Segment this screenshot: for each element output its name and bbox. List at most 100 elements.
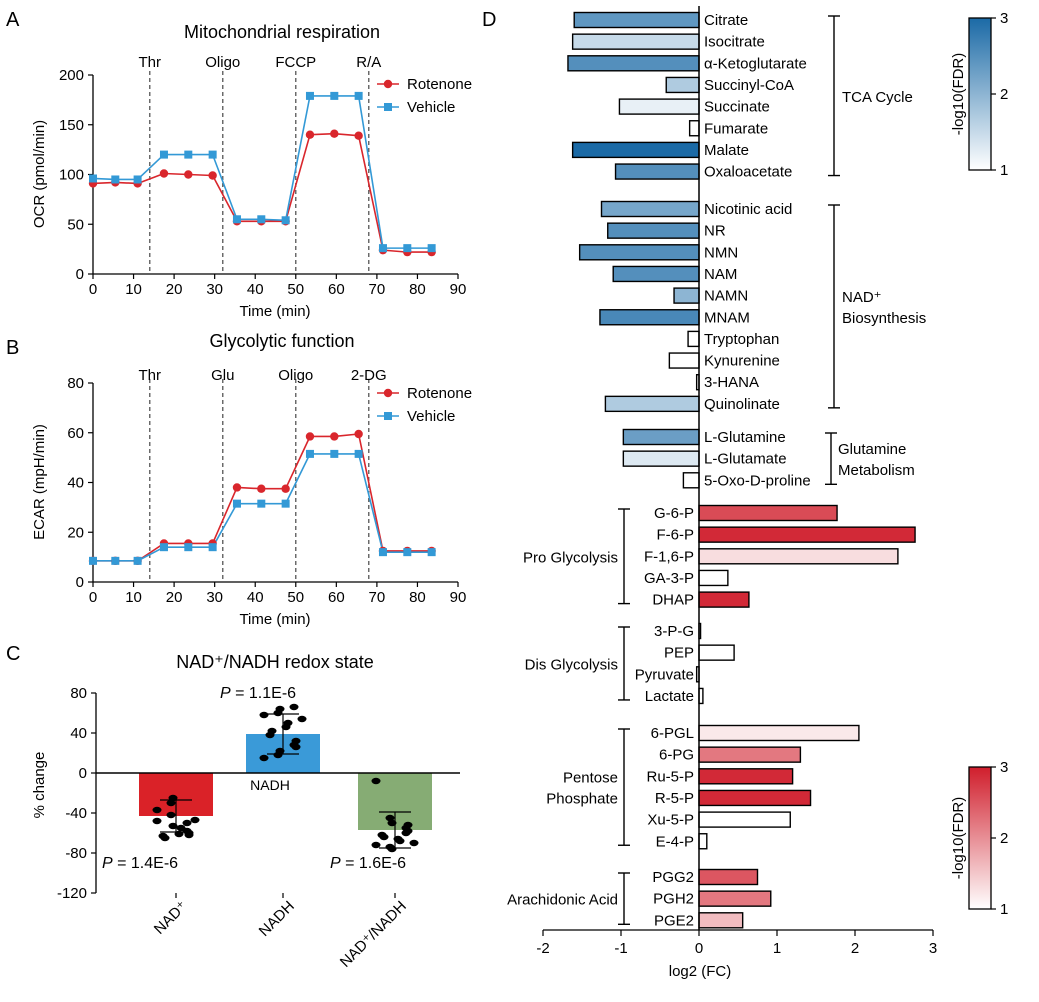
data-point [174, 830, 184, 838]
y-tick-label: 40 [67, 475, 84, 492]
p-value-label: P = 1.6E-6 [330, 855, 406, 872]
group-label: Pro Glycolysis [523, 549, 618, 566]
legend-rotenone-marker [383, 388, 393, 398]
x-tick-label: 70 [369, 281, 386, 298]
metabolite-label: Isocitrate [704, 34, 765, 51]
data-point [176, 824, 186, 832]
group-label: Glutamine [838, 441, 906, 458]
category-label: NADH [256, 898, 298, 940]
metabolite-bar [698, 746, 802, 763]
y-tick-label: 100 [59, 167, 84, 184]
metabolite-label: α-Ketoglutarate [704, 55, 807, 72]
data-point [291, 743, 301, 751]
x-tick-label: 80 [409, 281, 426, 298]
legend-vehicle-label: Vehicle [407, 408, 455, 425]
metabolite-bar [573, 11, 700, 29]
data-point [379, 833, 389, 841]
metabolite-label: MNAM [704, 309, 750, 326]
data-point [297, 715, 307, 723]
x-tick-label: 0 [89, 589, 97, 606]
chart-a-ylabel: OCR (pmol/min) [31, 120, 48, 228]
metabolite-bar [698, 890, 772, 907]
x-tick-label: 0 [89, 281, 97, 298]
metabolite-label: GA-3-P [644, 570, 694, 587]
series-rotenone-segment [137, 172, 165, 185]
chart-b-ylabel: ECAR (mpH/min) [31, 424, 48, 540]
series-vehicle-point [133, 175, 142, 184]
data-point [289, 703, 299, 711]
x-tick-label: 70 [369, 589, 386, 606]
data-point [168, 794, 178, 802]
chart-c-bar-inside-label: NADH [250, 777, 290, 793]
x-tick-label: 20 [166, 281, 183, 298]
metabolite-bar [578, 244, 700, 261]
series-vehicle-point [133, 556, 142, 565]
chart-c-ylabel: % change [31, 752, 48, 819]
metabolite-bar [668, 352, 700, 369]
chart-c-title: NAD⁺/NADH redox state [176, 652, 374, 672]
series-vehicle-point [232, 215, 241, 224]
data-point [401, 829, 411, 837]
colorbar-blue [968, 17, 992, 171]
metabolite-label: Oxaloacetate [704, 164, 792, 181]
data-point [259, 754, 269, 762]
metabolite-bar [698, 912, 744, 929]
colorbar-tick-label: 3 [1000, 10, 1008, 27]
series-rotenone-point [257, 484, 266, 493]
x-tick-label: 60 [328, 589, 345, 606]
x-tick-label: 2 [851, 940, 859, 957]
series-vehicle-segment [261, 218, 286, 222]
metabolite-bar [698, 724, 860, 742]
series-vehicle-point [354, 449, 363, 458]
metabolite-label: NAMN [704, 288, 748, 305]
series-vehicle-point [330, 449, 339, 458]
metabolite-label: 6-PGL [651, 725, 694, 742]
data-point [275, 747, 285, 755]
series-rotenone-point [159, 169, 169, 178]
data-point [275, 705, 285, 713]
metabolite-bar [698, 789, 812, 807]
y-tick-label: 80 [70, 685, 87, 702]
data-point [182, 819, 192, 827]
metabolite-label: Ru-5-P [646, 768, 694, 785]
series-rotenone-point [330, 129, 339, 138]
metabolite-bar [698, 504, 838, 522]
y-tick-label: 200 [59, 67, 84, 84]
metabolite-label: Tryptophan [704, 331, 779, 348]
series-vehicle-point [184, 150, 193, 159]
data-point [385, 814, 395, 822]
metabolite-label: 3-HANA [704, 374, 759, 391]
chart-b-xlabel: Time (min) [239, 611, 310, 628]
series-vehicle-point [403, 244, 412, 253]
series-vehicle-point [208, 150, 217, 159]
series-vehicle-point [354, 91, 363, 100]
metabolite-bar [604, 395, 700, 413]
x-tick-label: -2 [536, 940, 549, 957]
data-point [387, 819, 397, 827]
metabolite-label: Lactate [645, 688, 694, 705]
series-vehicle-segment [284, 453, 311, 504]
series-vehicle-segment [357, 453, 384, 553]
panel-label-a: A [6, 9, 20, 31]
legend-vehicle-label: Vehicle [407, 99, 455, 116]
injection-label: R/A [356, 54, 381, 71]
group-label: Metabolism [838, 462, 915, 479]
chart-d: Citrate Isocitrate α-Ketoglutarate Succinyl… [507, 6, 1008, 957]
data-point [190, 816, 200, 824]
series-vehicle-point [378, 548, 387, 557]
metabolite-label: L-Glutamine [704, 429, 786, 446]
metabolite-label: PGE2 [654, 912, 694, 929]
y-tick-label: 0 [76, 266, 84, 283]
series-vehicle-point [89, 174, 97, 183]
series-vehicle-point [403, 548, 412, 557]
metabolite-bar [599, 309, 700, 326]
x-tick-label: 10 [125, 281, 142, 298]
data-point [152, 817, 162, 825]
panel-label-d: D [482, 9, 496, 31]
metabolite-label: L-Glutamate [704, 451, 787, 468]
series-rotenone-segment [284, 436, 311, 490]
series-vehicle-point [427, 548, 436, 557]
metabolite-label: 6-PG [659, 747, 694, 764]
series-vehicle-point [281, 216, 290, 225]
metabolite-bar [665, 76, 700, 94]
